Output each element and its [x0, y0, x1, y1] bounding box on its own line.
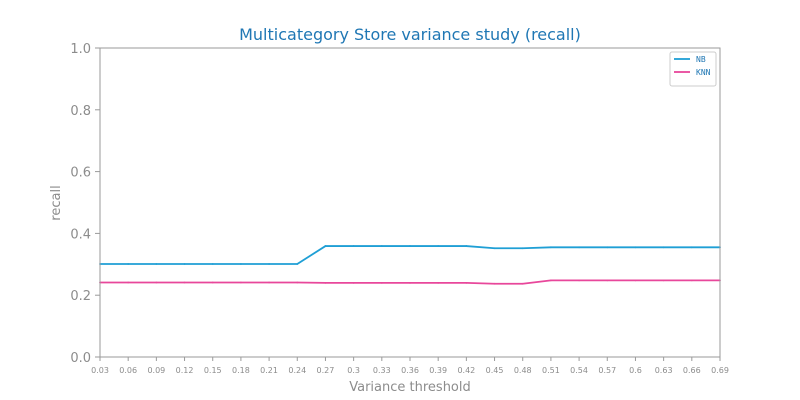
x-tick-label: 0.3	[347, 366, 360, 375]
series-layer	[99, 245, 721, 285]
plot-border	[99, 47, 721, 358]
data-point-nb	[578, 246, 580, 249]
y-tick-label: 1.0	[70, 42, 91, 57]
data-point-knn	[183, 281, 186, 284]
x-tick-label: 0.48	[514, 366, 532, 375]
data-point-nb	[690, 246, 693, 249]
data-point-nb	[521, 247, 524, 250]
x-tick-label: 0.18	[232, 366, 250, 375]
x-tick-label: 0.6	[629, 366, 642, 375]
data-point-knn	[268, 281, 270, 284]
data-point-nb	[550, 246, 552, 249]
data-point-nb	[324, 245, 327, 247]
x-axis: 0.03 0.06 0.09 0.12 0.15 0.18 0.21 0.24 0.27 0.3 0…	[91, 357, 729, 375]
legend-label-knn: KNN	[696, 68, 711, 77]
data-point-knn	[662, 279, 665, 282]
data-point-knn	[465, 281, 468, 284]
x-tick-label: 0.21	[260, 366, 278, 375]
data-point-nb	[296, 263, 299, 265]
x-tick-label: 0.33	[373, 366, 391, 375]
x-tick-label: 0.15	[204, 366, 222, 375]
data-point-knn	[437, 281, 440, 284]
data-point-nb	[240, 263, 242, 265]
legend-box	[669, 51, 717, 87]
data-point-knn	[409, 281, 411, 284]
x-tick-label: 0.27	[317, 366, 335, 375]
x-tick-label: 0.39	[429, 366, 447, 375]
x-tick-label: 0.24	[288, 366, 306, 375]
x-tick-label: 0.45	[486, 366, 504, 375]
data-point-knn	[606, 279, 609, 282]
y-axis: 0.0 0.2 0.4 0.6 0.8 1.0	[70, 42, 100, 366]
data-point-nb	[437, 245, 440, 247]
series-line-nb	[100, 245, 720, 265]
data-point-knn	[493, 282, 496, 285]
data-point-nb	[409, 245, 411, 247]
data-point-nb	[662, 246, 665, 249]
y-axis-title: recall	[49, 185, 64, 220]
data-point-knn	[211, 281, 214, 284]
x-axis-title: Variance threshold	[349, 380, 471, 395]
x-tick-label: 0.12	[176, 366, 194, 375]
x-tick-label: 0.06	[119, 366, 137, 375]
y-tick-label: 0.6	[70, 166, 91, 181]
data-point-nb	[606, 246, 609, 249]
data-point-nb	[634, 246, 637, 249]
x-tick-label: 0.09	[147, 366, 165, 375]
y-tick-label: 0.2	[70, 289, 91, 304]
x-tick-label: 0.42	[457, 366, 475, 375]
data-point-nb	[465, 245, 468, 247]
x-tick-label: 0.51	[542, 366, 560, 375]
x-tick-label: 0.66	[683, 366, 701, 375]
data-point-nb	[127, 263, 130, 265]
data-point-knn	[521, 282, 524, 285]
data-point-knn	[690, 279, 693, 282]
x-tick-label: 0.69	[711, 366, 729, 375]
x-tick-label: 0.54	[570, 366, 588, 375]
plot-frame	[99, 47, 721, 358]
data-point-nb	[380, 245, 383, 247]
data-point-nb	[211, 263, 214, 265]
data-point-knn	[550, 279, 552, 282]
data-point-knn	[127, 281, 130, 284]
data-point-nb	[352, 245, 355, 247]
x-tick-label: 0.63	[655, 366, 673, 375]
data-point-knn	[634, 279, 637, 282]
data-point-nb	[155, 263, 158, 265]
data-point-knn	[380, 281, 383, 284]
data-point-nb	[183, 263, 186, 265]
data-point-knn	[240, 281, 242, 284]
y-tick-label: 0.4	[70, 227, 91, 242]
y-tick-label: 0.8	[70, 104, 91, 119]
data-point-knn	[296, 281, 299, 284]
data-point-nb	[268, 263, 270, 265]
y-tick-label: 0.0	[70, 351, 91, 366]
x-tick-label: 0.36	[401, 366, 419, 375]
data-point-nb	[493, 247, 496, 250]
data-point-knn	[578, 279, 580, 282]
data-point-knn	[324, 281, 327, 284]
x-tick-label: 0.57	[598, 366, 616, 375]
data-point-knn	[352, 281, 355, 284]
legend: NB KNN	[669, 51, 717, 87]
chart-title: Multicategory Store variance study (reca…	[239, 25, 581, 44]
legend-label-nb: NB	[696, 55, 706, 64]
data-point-knn	[155, 281, 158, 284]
x-tick-label: 0.03	[91, 366, 109, 375]
